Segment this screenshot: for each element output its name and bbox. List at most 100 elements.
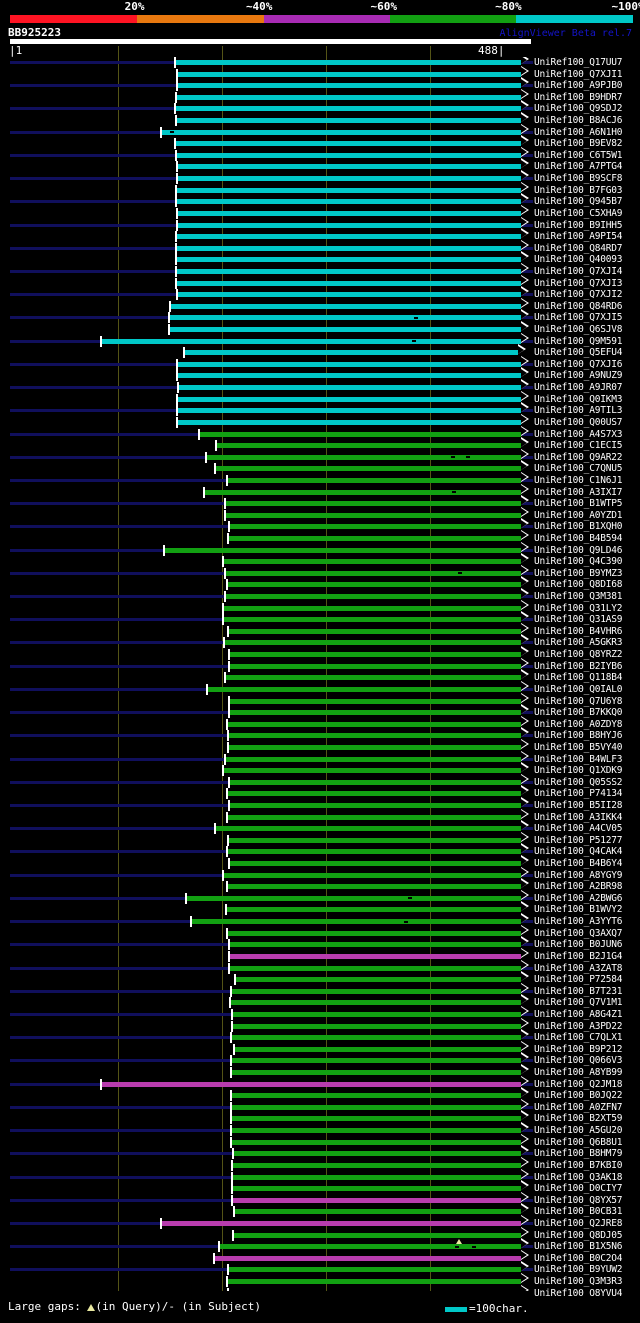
hit-row[interactable] <box>0 797 640 812</box>
hit-id-label[interactable]: UniRef100_A2BWG6 <box>534 892 623 904</box>
hit-id-label[interactable]: UniRef100_B4B594 <box>534 532 623 544</box>
hit-id-label[interactable]: UniRef100_A6N1H0 <box>534 126 623 138</box>
hsp-bar[interactable] <box>231 1162 521 1168</box>
hsp-bar[interactable] <box>185 895 521 901</box>
hsp-bar[interactable] <box>175 187 521 193</box>
hsp-bar[interactable] <box>231 1186 521 1192</box>
hit-id-label[interactable]: UniRef100_Q6SJV8 <box>534 324 623 336</box>
hsp-bar[interactable] <box>227 733 521 739</box>
hit-id-label[interactable]: UniRef100_A4S7X3 <box>534 428 623 440</box>
hit-row[interactable] <box>0 181 640 197</box>
hsp-bar[interactable] <box>225 907 521 913</box>
hit-row[interactable] <box>0 878 640 893</box>
hit-id-label[interactable]: UniRef100_B8HYJ6 <box>534 730 623 742</box>
hsp-bar[interactable] <box>231 1011 521 1017</box>
hit-id-label[interactable]: UniRef100_B1WTP5 <box>534 498 623 510</box>
hsp-bar[interactable] <box>223 640 521 646</box>
hit-row[interactable] <box>0 437 640 452</box>
hit-row[interactable] <box>0 460 640 475</box>
hit-row[interactable] <box>0 1284 640 1291</box>
hsp-bar[interactable] <box>230 988 521 994</box>
hit-row[interactable] <box>0 170 640 185</box>
hsp-bar[interactable] <box>233 1046 521 1052</box>
hit-row[interactable] <box>0 704 640 719</box>
hit-row[interactable] <box>0 332 640 348</box>
hit-id-label[interactable]: UniRef100_Q9SDJ2 <box>534 103 623 115</box>
hit-row[interactable] <box>0 425 640 441</box>
hsp-bar[interactable] <box>224 594 521 600</box>
hit-id-label[interactable]: UniRef100_Q3AXQ7 <box>534 927 623 939</box>
hsp-bar[interactable] <box>228 652 521 658</box>
hsp-bar[interactable] <box>226 721 521 727</box>
hsp-bar[interactable] <box>232 1151 521 1157</box>
hit-row[interactable] <box>0 785 640 800</box>
hit-id-label[interactable]: UniRef100_B1WVY2 <box>534 904 623 916</box>
hit-row[interactable] <box>0 750 640 766</box>
hsp-bar[interactable] <box>174 141 521 147</box>
hit-id-label[interactable]: UniRef100_B7KBI0 <box>534 1159 623 1171</box>
hit-id-label[interactable]: UniRef100_Q7XJI4 <box>534 265 623 277</box>
hsp-bar[interactable] <box>226 930 521 936</box>
hsp-bar[interactable] <box>231 1174 521 1180</box>
hit-row[interactable] <box>0 297 640 313</box>
hit-row[interactable] <box>0 959 640 975</box>
hit-id-label[interactable]: UniRef100_Q0IAL0 <box>534 683 623 695</box>
hit-row[interactable] <box>0 599 640 615</box>
hit-id-label[interactable]: UniRef100_A2BR98 <box>534 881 623 893</box>
hit-id-label[interactable]: UniRef100_Q7XJI3 <box>534 277 623 289</box>
hit-row[interactable] <box>0 1133 640 1149</box>
hit-row[interactable] <box>0 448 640 464</box>
hit-id-label[interactable]: UniRef100_Q7XJI5 <box>534 312 623 324</box>
hit-id-label[interactable]: UniRef100_Q8DI68 <box>534 579 623 591</box>
hit-id-label[interactable]: UniRef100_A8YB99 <box>534 1067 623 1079</box>
hsp-bar[interactable] <box>228 698 521 704</box>
hsp-bar[interactable] <box>228 663 521 669</box>
hsp-bar[interactable] <box>230 1035 521 1041</box>
hit-row[interactable] <box>0 855 640 870</box>
hsp-bar[interactable] <box>226 477 521 483</box>
hsp-bar[interactable] <box>175 234 521 240</box>
hsp-bar[interactable] <box>100 1081 521 1087</box>
hit-id-label[interactable]: UniRef100_A8G4Z1 <box>534 1008 623 1020</box>
hsp-bar[interactable] <box>206 686 521 692</box>
hit-row[interactable] <box>0 820 640 835</box>
hsp-bar[interactable] <box>228 942 521 948</box>
hsp-bar[interactable] <box>175 280 521 286</box>
hsp-bar[interactable] <box>176 396 521 402</box>
hsp-bar[interactable] <box>227 744 521 750</box>
hsp-bar[interactable] <box>176 408 521 414</box>
hsp-bar[interactable] <box>175 245 521 251</box>
hit-row[interactable] <box>0 262 640 278</box>
hit-row[interactable] <box>0 553 640 568</box>
hsp-bar[interactable] <box>218 1244 521 1250</box>
hit-id-label[interactable]: UniRef100_Q945B7 <box>534 196 623 208</box>
hsp-bar[interactable] <box>226 849 521 855</box>
hit-id-label[interactable]: UniRef100_Q7U6Y8 <box>534 695 623 707</box>
hsp-bar[interactable] <box>213 1255 521 1261</box>
hit-id-label[interactable]: UniRef100_A3PD22 <box>534 1020 623 1032</box>
hsp-bar[interactable] <box>224 675 521 681</box>
hit-row[interactable] <box>0 88 640 104</box>
hit-id-label[interactable]: UniRef100_Q6B8U1 <box>534 1136 623 1148</box>
hit-id-label[interactable]: UniRef100_P51277 <box>534 834 623 846</box>
hit-row[interactable] <box>0 657 640 673</box>
hit-row[interactable] <box>0 321 640 336</box>
hit-id-label[interactable]: UniRef100_Q9M591 <box>534 335 623 347</box>
hit-id-label[interactable]: UniRef100_B2IYB6 <box>534 660 623 672</box>
hsp-bar[interactable] <box>224 512 521 518</box>
hit-row[interactable] <box>0 1075 640 1091</box>
hit-id-label[interactable]: UniRef100_C7QNU5 <box>534 463 623 475</box>
hsp-bar[interactable] <box>175 94 521 100</box>
hsp-bar[interactable] <box>230 1093 521 1099</box>
hit-row[interactable] <box>0 947 640 963</box>
hit-row[interactable] <box>0 204 640 220</box>
hit-id-label[interactable]: UniRef100_A3ZAT8 <box>534 962 623 974</box>
hit-row[interactable] <box>0 228 640 243</box>
hsp-bar[interactable] <box>224 570 521 576</box>
hit-row[interactable] <box>0 1261 640 1276</box>
hit-row[interactable] <box>0 1191 640 1207</box>
hsp-bar[interactable] <box>205 454 521 460</box>
hit-id-label[interactable]: UniRef100_B8ACJ6 <box>534 115 623 127</box>
hsp-bar[interactable] <box>228 965 521 971</box>
hit-row[interactable] <box>0 123 640 139</box>
